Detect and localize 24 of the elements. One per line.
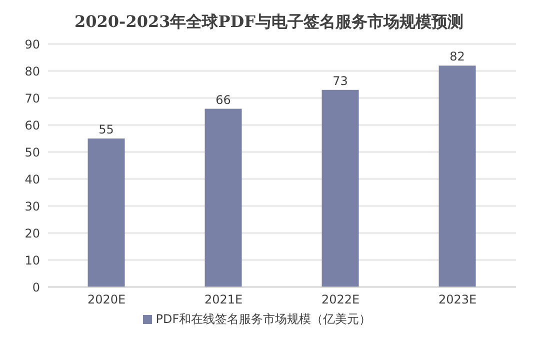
y-tick-label: 80 [24,64,40,78]
y-tick-label: 10 [24,253,40,268]
y-tick-label: 40 [24,172,40,186]
x-tick-label: 2020E [87,292,126,307]
y-tick-label: 30 [24,199,40,214]
data-label: 73 [332,74,348,88]
bar [438,66,476,287]
y-tick-label: 0 [32,280,40,294]
bar [204,108,242,287]
y-tick-label: 50 [24,145,40,160]
legend-label: PDF和在线签名服务市场规模（亿美元） [156,312,372,326]
x-tick-label: 2023E [438,292,477,307]
bar [88,138,125,287]
bar [322,90,359,287]
chart-title: 2020-2023年全球PDF与电子签名服务市场规模预测 [74,11,464,33]
y-tick-label: 20 [24,226,40,240]
x-tick-label: 2021E [204,292,243,307]
y-tick-label: 90 [24,37,40,52]
data-label: 66 [216,92,231,107]
x-tick-label: 2022E [321,292,360,307]
y-tick-label: 60 [24,118,40,132]
data-label: 55 [98,122,114,136]
y-tick-label: 70 [24,91,40,106]
data-label: 82 [450,50,465,64]
